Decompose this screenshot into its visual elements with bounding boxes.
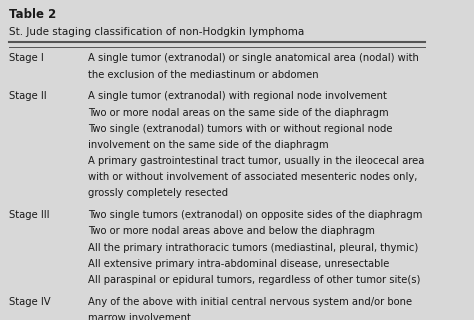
- Text: marrow involvement: marrow involvement: [88, 313, 191, 320]
- Text: All the primary intrathoracic tumors (mediastinal, pleural, thymic): All the primary intrathoracic tumors (me…: [88, 243, 419, 252]
- Text: Any of the above with initial central nervous system and/or bone: Any of the above with initial central ne…: [88, 297, 412, 307]
- Text: All paraspinal or epidural tumors, regardless of other tumor site(s): All paraspinal or epidural tumors, regar…: [88, 275, 420, 285]
- Text: Stage I: Stage I: [9, 53, 43, 63]
- Text: Two or more nodal areas on the same side of the diaphragm: Two or more nodal areas on the same side…: [88, 108, 389, 117]
- Text: with or without involvement of associated mesenteric nodes only,: with or without involvement of associate…: [88, 172, 418, 182]
- Text: Two single (extranodal) tumors with or without regional node: Two single (extranodal) tumors with or w…: [88, 124, 392, 134]
- Text: Two single tumors (extranodal) on opposite sides of the diaphragm: Two single tumors (extranodal) on opposi…: [88, 210, 422, 220]
- Text: Table 2: Table 2: [9, 8, 56, 21]
- Text: the exclusion of the mediastinum or abdomen: the exclusion of the mediastinum or abdo…: [88, 69, 319, 80]
- Text: grossly completely resected: grossly completely resected: [88, 188, 228, 198]
- Text: A primary gastrointestinal tract tumor, usually in the ileocecal area: A primary gastrointestinal tract tumor, …: [88, 156, 424, 166]
- Text: Stage III: Stage III: [9, 210, 49, 220]
- Text: Two or more nodal areas above and below the diaphragm: Two or more nodal areas above and below …: [88, 226, 375, 236]
- Text: Stage IV: Stage IV: [9, 297, 50, 307]
- Text: A single tumor (extranodal) with regional node involvement: A single tumor (extranodal) with regiona…: [88, 92, 387, 101]
- Text: St. Jude staging classification of non-Hodgkin lymphoma: St. Jude staging classification of non-H…: [9, 27, 304, 37]
- Text: All extensive primary intra-abdominal disease, unresectable: All extensive primary intra-abdominal di…: [88, 259, 390, 269]
- Text: Stage II: Stage II: [9, 92, 46, 101]
- Text: involvement on the same side of the diaphragm: involvement on the same side of the diap…: [88, 140, 328, 150]
- Text: A single tumor (extranodal) or single anatomical area (nodal) with: A single tumor (extranodal) or single an…: [88, 53, 419, 63]
